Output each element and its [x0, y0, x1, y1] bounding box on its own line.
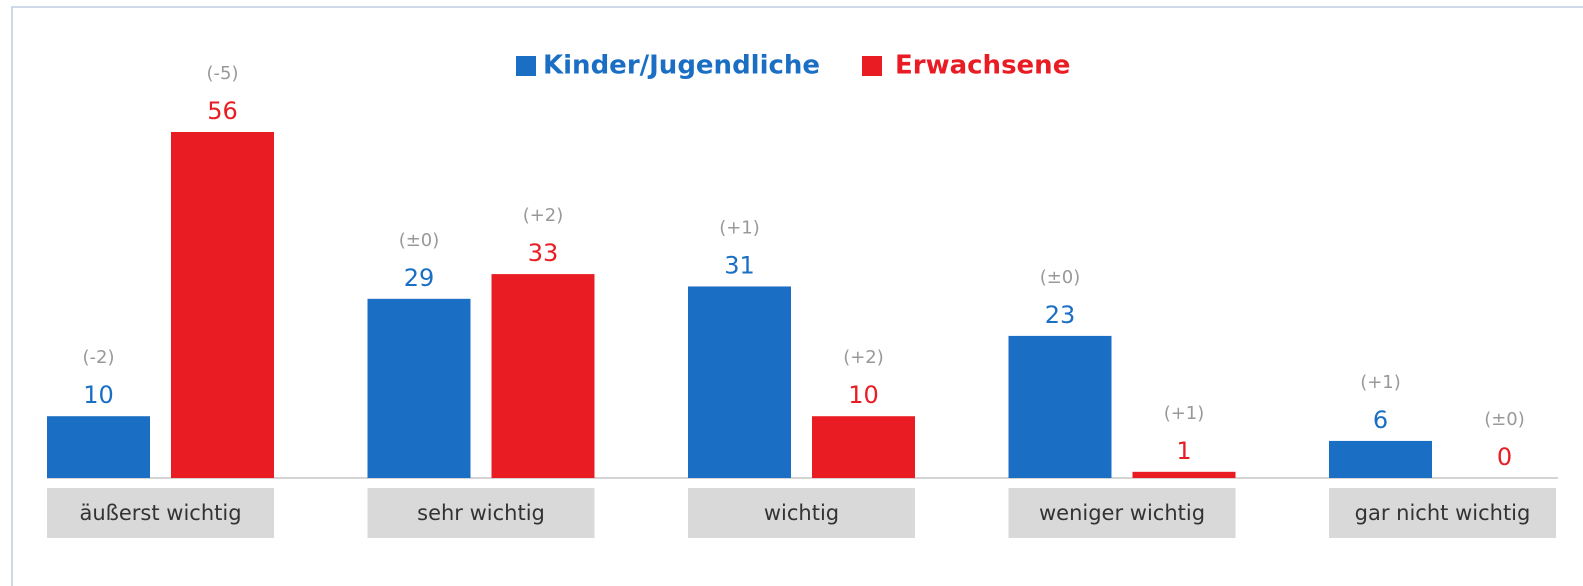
legend-swatch — [516, 56, 536, 76]
change-label: (±0) — [399, 230, 440, 251]
x-tick-label: gar nicht wichtig — [1355, 501, 1531, 525]
change-label: (±0) — [1484, 409, 1525, 430]
legend-label: Erwachsene — [895, 51, 1070, 81]
x-tick-label: sehr wichtig — [417, 501, 545, 525]
value-label: 10 — [83, 381, 114, 409]
change-label: (+1) — [1360, 372, 1401, 393]
bar — [1329, 440, 1432, 478]
bar — [1132, 471, 1236, 478]
category-box — [1008, 488, 1236, 538]
x-tick-label: äußerst wichtig — [79, 501, 241, 525]
value-label: 0 — [1497, 443, 1512, 471]
value-label: 29 — [404, 264, 435, 292]
category-box — [47, 488, 274, 538]
change-label: (+2) — [523, 205, 564, 226]
legend-label: Kinder/Jugendliche — [543, 51, 820, 81]
legend-swatch — [862, 56, 882, 76]
frame — [11, 6, 1583, 586]
x-tick-label: wichtig — [764, 501, 839, 525]
change-label: (-2) — [83, 347, 115, 368]
category-box — [688, 488, 915, 538]
bar — [47, 416, 150, 478]
value-label: 6 — [1373, 406, 1388, 434]
value-label: 1 — [1176, 437, 1191, 465]
change-label: (+1) — [719, 217, 760, 238]
bar — [491, 274, 595, 478]
change-label: (+1) — [1164, 403, 1205, 424]
category-box — [1329, 488, 1556, 538]
change-label: (±0) — [1040, 267, 1081, 288]
bar — [1008, 335, 1112, 478]
value-label: 31 — [724, 251, 755, 279]
change-label: (+2) — [843, 347, 884, 368]
bar — [171, 132, 274, 478]
x-tick-label: weniger wichtig — [1039, 501, 1205, 525]
bar — [812, 416, 915, 478]
value-label: 56 — [207, 97, 238, 125]
bar — [367, 298, 471, 478]
value-label: 33 — [528, 239, 559, 267]
value-label: 10 — [848, 381, 879, 409]
category-box — [367, 488, 595, 538]
change-label: (-5) — [207, 63, 239, 84]
value-label: 23 — [1045, 301, 1076, 329]
bar — [688, 286, 791, 478]
